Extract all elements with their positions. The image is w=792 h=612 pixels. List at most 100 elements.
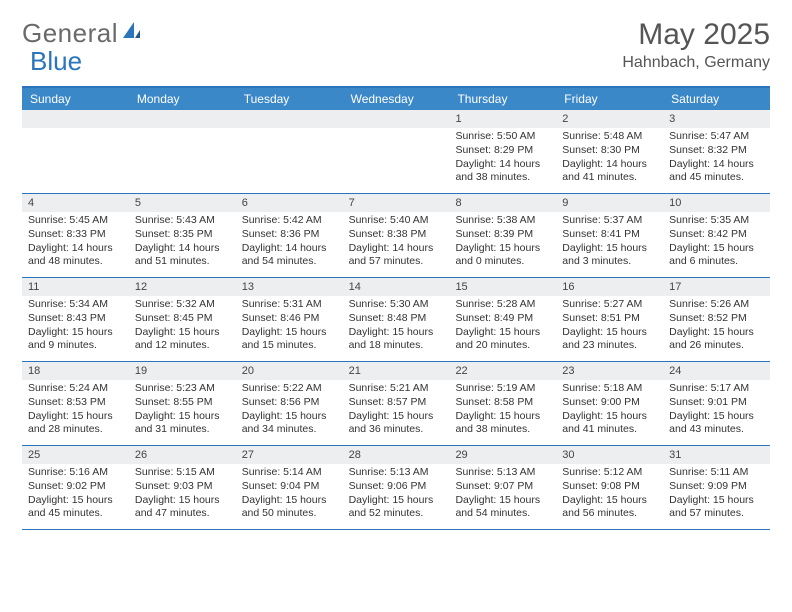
sunset-text: Sunset: 8:49 PM xyxy=(455,312,550,326)
day-details: Sunrise: 5:13 AMSunset: 9:07 PMDaylight:… xyxy=(449,464,556,527)
logo-text-part1: General xyxy=(22,18,118,49)
daylight-text: Daylight: 14 hours and 38 minutes. xyxy=(455,158,550,185)
day-details: Sunrise: 5:30 AMSunset: 8:48 PMDaylight:… xyxy=(343,296,450,359)
daylight-text: Daylight: 15 hours and 57 minutes. xyxy=(669,494,764,521)
daylight-text: Daylight: 14 hours and 45 minutes. xyxy=(669,158,764,185)
daylight-text: Daylight: 15 hours and 3 minutes. xyxy=(562,242,657,269)
day-number: 2 xyxy=(556,110,663,128)
daylight-text: Daylight: 15 hours and 28 minutes. xyxy=(28,410,123,437)
day-cell: 22Sunrise: 5:19 AMSunset: 8:58 PMDayligh… xyxy=(449,362,556,445)
logo-text-part2: Blue xyxy=(30,46,82,77)
sunset-text: Sunset: 9:03 PM xyxy=(135,480,230,494)
sunrise-text: Sunrise: 5:18 AM xyxy=(562,382,657,396)
day-number: 14 xyxy=(343,278,450,296)
sunset-text: Sunset: 8:57 PM xyxy=(349,396,444,410)
day-details: Sunrise: 5:28 AMSunset: 8:49 PMDaylight:… xyxy=(449,296,556,359)
sunset-text: Sunset: 8:32 PM xyxy=(669,144,764,158)
day-details: Sunrise: 5:45 AMSunset: 8:33 PMDaylight:… xyxy=(22,212,129,275)
week-row: 1Sunrise: 5:50 AMSunset: 8:29 PMDaylight… xyxy=(22,110,770,194)
day-cell xyxy=(343,110,450,193)
day-cell: 19Sunrise: 5:23 AMSunset: 8:55 PMDayligh… xyxy=(129,362,236,445)
sunrise-text: Sunrise: 5:12 AM xyxy=(562,466,657,480)
day-details: Sunrise: 5:37 AMSunset: 8:41 PMDaylight:… xyxy=(556,212,663,275)
day-number: 28 xyxy=(343,446,450,464)
day-number xyxy=(129,110,236,128)
sunset-text: Sunset: 8:35 PM xyxy=(135,228,230,242)
day-number: 5 xyxy=(129,194,236,212)
day-details: Sunrise: 5:24 AMSunset: 8:53 PMDaylight:… xyxy=(22,380,129,443)
daylight-text: Daylight: 15 hours and 20 minutes. xyxy=(455,326,550,353)
sunset-text: Sunset: 8:51 PM xyxy=(562,312,657,326)
daylight-text: Daylight: 15 hours and 34 minutes. xyxy=(242,410,337,437)
day-number: 31 xyxy=(663,446,770,464)
day-details: Sunrise: 5:16 AMSunset: 9:02 PMDaylight:… xyxy=(22,464,129,527)
day-cell: 4Sunrise: 5:45 AMSunset: 8:33 PMDaylight… xyxy=(22,194,129,277)
sunrise-text: Sunrise: 5:43 AM xyxy=(135,214,230,228)
sunrise-text: Sunrise: 5:19 AM xyxy=(455,382,550,396)
sunset-text: Sunset: 9:07 PM xyxy=(455,480,550,494)
sunrise-text: Sunrise: 5:15 AM xyxy=(135,466,230,480)
day-cell: 13Sunrise: 5:31 AMSunset: 8:46 PMDayligh… xyxy=(236,278,343,361)
sunset-text: Sunset: 8:46 PM xyxy=(242,312,337,326)
day-number: 16 xyxy=(556,278,663,296)
day-details: Sunrise: 5:12 AMSunset: 9:08 PMDaylight:… xyxy=(556,464,663,527)
sunrise-text: Sunrise: 5:13 AM xyxy=(349,466,444,480)
day-details: Sunrise: 5:32 AMSunset: 8:45 PMDaylight:… xyxy=(129,296,236,359)
sunset-text: Sunset: 8:55 PM xyxy=(135,396,230,410)
location-subtitle: Hahnbach, Germany xyxy=(622,54,770,72)
daylight-text: Daylight: 15 hours and 43 minutes. xyxy=(669,410,764,437)
day-details: Sunrise: 5:26 AMSunset: 8:52 PMDaylight:… xyxy=(663,296,770,359)
day-cell: 12Sunrise: 5:32 AMSunset: 8:45 PMDayligh… xyxy=(129,278,236,361)
day-number: 26 xyxy=(129,446,236,464)
sunset-text: Sunset: 8:48 PM xyxy=(349,312,444,326)
sunrise-text: Sunrise: 5:31 AM xyxy=(242,298,337,312)
sunrise-text: Sunrise: 5:23 AM xyxy=(135,382,230,396)
month-title: May 2025 xyxy=(622,18,770,52)
sunset-text: Sunset: 8:53 PM xyxy=(28,396,123,410)
dow-friday: Friday xyxy=(556,88,663,110)
sunrise-text: Sunrise: 5:50 AM xyxy=(455,130,550,144)
sunrise-text: Sunrise: 5:37 AM xyxy=(562,214,657,228)
day-number xyxy=(236,110,343,128)
day-details: Sunrise: 5:14 AMSunset: 9:04 PMDaylight:… xyxy=(236,464,343,527)
daylight-text: Daylight: 14 hours and 51 minutes. xyxy=(135,242,230,269)
dow-thursday: Thursday xyxy=(449,88,556,110)
day-number: 11 xyxy=(22,278,129,296)
day-details: Sunrise: 5:27 AMSunset: 8:51 PMDaylight:… xyxy=(556,296,663,359)
day-cell xyxy=(236,110,343,193)
sunset-text: Sunset: 9:00 PM xyxy=(562,396,657,410)
day-details: Sunrise: 5:50 AMSunset: 8:29 PMDaylight:… xyxy=(449,128,556,191)
sunrise-text: Sunrise: 5:48 AM xyxy=(562,130,657,144)
day-details: Sunrise: 5:17 AMSunset: 9:01 PMDaylight:… xyxy=(663,380,770,443)
sunrise-text: Sunrise: 5:30 AM xyxy=(349,298,444,312)
day-number: 23 xyxy=(556,362,663,380)
day-number xyxy=(343,110,450,128)
sunrise-text: Sunrise: 5:27 AM xyxy=(562,298,657,312)
day-number: 30 xyxy=(556,446,663,464)
sunrise-text: Sunrise: 5:17 AM xyxy=(669,382,764,396)
day-cell: 16Sunrise: 5:27 AMSunset: 8:51 PMDayligh… xyxy=(556,278,663,361)
sunrise-text: Sunrise: 5:13 AM xyxy=(455,466,550,480)
day-details: Sunrise: 5:35 AMSunset: 8:42 PMDaylight:… xyxy=(663,212,770,275)
daylight-text: Daylight: 15 hours and 45 minutes. xyxy=(28,494,123,521)
day-number: 25 xyxy=(22,446,129,464)
day-cell: 20Sunrise: 5:22 AMSunset: 8:56 PMDayligh… xyxy=(236,362,343,445)
day-number: 8 xyxy=(449,194,556,212)
sunrise-text: Sunrise: 5:40 AM xyxy=(349,214,444,228)
title-block: May 2025 Hahnbach, Germany xyxy=(622,18,770,72)
day-cell: 3Sunrise: 5:47 AMSunset: 8:32 PMDaylight… xyxy=(663,110,770,193)
sunset-text: Sunset: 8:56 PM xyxy=(242,396,337,410)
day-cell: 21Sunrise: 5:21 AMSunset: 8:57 PMDayligh… xyxy=(343,362,450,445)
daylight-text: Daylight: 14 hours and 57 minutes. xyxy=(349,242,444,269)
sunset-text: Sunset: 8:33 PM xyxy=(28,228,123,242)
calendar-grid: Sunday Monday Tuesday Wednesday Thursday… xyxy=(22,86,770,530)
day-details: Sunrise: 5:42 AMSunset: 8:36 PMDaylight:… xyxy=(236,212,343,275)
day-cell: 14Sunrise: 5:30 AMSunset: 8:48 PMDayligh… xyxy=(343,278,450,361)
daylight-text: Daylight: 15 hours and 0 minutes. xyxy=(455,242,550,269)
daylight-text: Daylight: 15 hours and 15 minutes. xyxy=(242,326,337,353)
day-details: Sunrise: 5:23 AMSunset: 8:55 PMDaylight:… xyxy=(129,380,236,443)
day-cell: 9Sunrise: 5:37 AMSunset: 8:41 PMDaylight… xyxy=(556,194,663,277)
day-details: Sunrise: 5:22 AMSunset: 8:56 PMDaylight:… xyxy=(236,380,343,443)
day-cell: 6Sunrise: 5:42 AMSunset: 8:36 PMDaylight… xyxy=(236,194,343,277)
day-number: 22 xyxy=(449,362,556,380)
